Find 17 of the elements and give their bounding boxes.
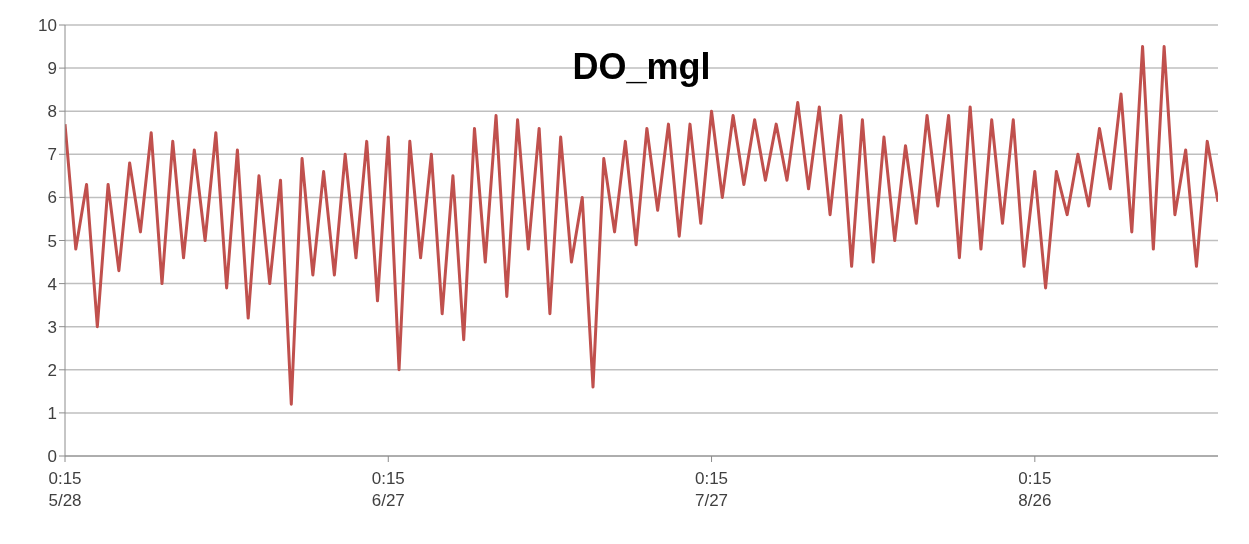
x-tick-label: 0:15 8/26: [1018, 469, 1052, 510]
y-tick-label: 3: [47, 317, 57, 337]
y-tick-label: 5: [47, 231, 57, 251]
x-tick-label: 0:15 7/27: [695, 469, 729, 510]
y-tick-label: 0: [47, 447, 57, 467]
y-tick-label: 6: [47, 188, 57, 208]
x-tick-label: 0:15 6/27: [371, 469, 405, 510]
y-tick-label: 7: [47, 145, 57, 165]
y-tick-label: 9: [47, 59, 57, 79]
y-tick-label: 1: [47, 403, 57, 423]
line-series: [65, 45, 1218, 406]
text: DO_mgl: [571, 46, 712, 88]
y-tick-label: 8: [47, 102, 57, 122]
x-tick-label: 0:15 5/28: [48, 469, 82, 510]
y-tick-label: 2: [47, 360, 57, 380]
y-tick-label: 4: [47, 274, 57, 294]
y-tick-label: 10: [38, 16, 57, 36]
